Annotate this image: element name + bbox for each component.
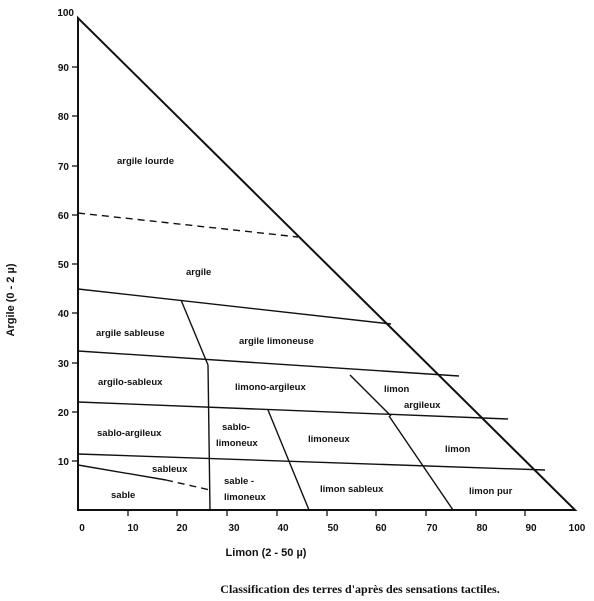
x-axis: 0 10 20 30 40 50 60 70 80 90 100 Limon (… bbox=[79, 510, 586, 559]
y-tick-label: 60 bbox=[58, 211, 70, 222]
x-axis-title: Limon (2 - 50 µ) bbox=[226, 547, 307, 559]
x-tick-label: 40 bbox=[277, 523, 289, 534]
x-tick-label: 0 bbox=[79, 523, 85, 534]
zone-label-sable-limoneux-line2: limoneux bbox=[224, 492, 266, 503]
y-axis-title: Argile (0 - 2 µ) bbox=[5, 263, 17, 336]
zone-label-argile: argile bbox=[186, 267, 211, 278]
zone-label-limon-pur: limon pur bbox=[469, 486, 513, 497]
boundary-line bbox=[77, 401, 509, 420]
zone-label-argile-lourde: argile lourde bbox=[117, 156, 174, 167]
x-tick-label: 80 bbox=[476, 523, 488, 534]
x-tick-label: 10 bbox=[127, 523, 139, 534]
x-tick-label: 100 bbox=[569, 523, 586, 534]
boundary-line bbox=[207, 364, 211, 511]
y-tick-label: 70 bbox=[58, 162, 70, 173]
zone-label-argile-limoneuse: argile limoneuse bbox=[239, 336, 314, 347]
x-tick-label: 50 bbox=[327, 523, 339, 534]
boundary-line bbox=[77, 453, 546, 471]
zone-label-limon-sableux: limon sableux bbox=[320, 484, 384, 495]
x-tick-label: 30 bbox=[228, 523, 240, 534]
y-tick-label: 10 bbox=[58, 457, 70, 468]
x-tick-label: 20 bbox=[176, 523, 188, 534]
boundary-line bbox=[180, 299, 209, 366]
x-tick-label: 60 bbox=[375, 523, 387, 534]
zone-label-sablo-argileux: sablo-argileux bbox=[97, 428, 162, 439]
y-tick-label: 50 bbox=[58, 260, 70, 271]
y-tick-label: 20 bbox=[58, 408, 70, 419]
y-tick-label: 100 bbox=[57, 8, 74, 19]
boundary-line bbox=[77, 212, 299, 238]
zone-label-limon: limon bbox=[445, 444, 471, 455]
zone-label-limon-argileux-line1: limon bbox=[384, 384, 410, 395]
zone-boundaries bbox=[77, 212, 546, 511]
zone-label-sablo-limoneux-line2: limoneux bbox=[216, 438, 258, 449]
y-tick-label: 40 bbox=[58, 309, 70, 320]
zone-label-argile-sableuse: argile sableuse bbox=[96, 328, 165, 339]
y-tick-label: 90 bbox=[58, 63, 70, 74]
zone-label-sable: sable bbox=[111, 490, 135, 501]
boundary-line bbox=[267, 409, 310, 511]
boundary-line bbox=[77, 464, 167, 481]
y-axis: 10 20 30 40 50 60 70 80 90 100 Argile (0… bbox=[5, 8, 78, 468]
zone-label-sablo-limoneux-line1: sablo- bbox=[222, 422, 250, 433]
x-tick-label: 70 bbox=[426, 523, 438, 534]
y-tick-label: 80 bbox=[58, 112, 70, 123]
zone-label-sable-limoneux-line1: sable - bbox=[224, 476, 254, 487]
figure-caption: Classification des terres d'après des se… bbox=[220, 582, 499, 596]
zone-label-limoneux: limoneux bbox=[308, 434, 350, 445]
zone-label-limono-argileux: limono-argileux bbox=[235, 382, 306, 393]
boundary-line bbox=[165, 479, 211, 491]
x-tick-label: 90 bbox=[525, 523, 537, 534]
zone-label-argilo-sableux: argilo-sableux bbox=[98, 377, 163, 388]
zone-labels: argile lourde argile argile sableuse arg… bbox=[96, 156, 513, 503]
boundary-line bbox=[77, 350, 460, 377]
boundary-line bbox=[349, 374, 392, 417]
boundary-line bbox=[388, 415, 454, 511]
zone-label-limon-argileux-line2: argileux bbox=[404, 400, 441, 411]
zone-label-sableux: sableux bbox=[152, 464, 188, 475]
boundary-line bbox=[77, 288, 392, 325]
y-tick-label: 30 bbox=[58, 359, 70, 370]
